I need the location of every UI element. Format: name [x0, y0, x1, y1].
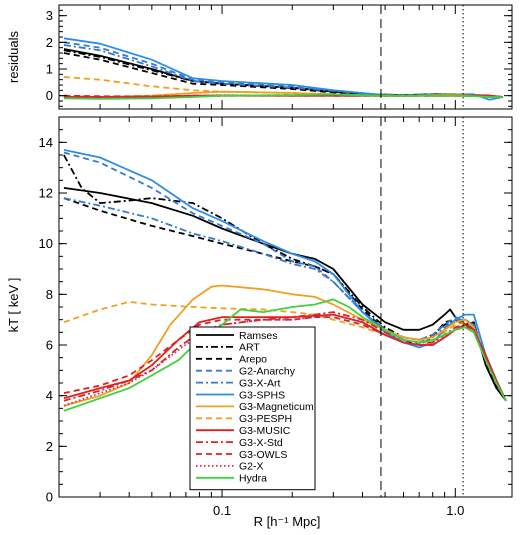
main-series-layer: [63, 117, 507, 497]
residuals-series-art: [63, 49, 503, 98]
main-series-hydra: [63, 298, 507, 412]
legend-label: G2-X: [239, 461, 264, 473]
main-xtick-label: 1.0: [446, 503, 464, 518]
residuals-series-layer: [63, 5, 504, 109]
main-ytick-label: 8: [46, 287, 53, 302]
residuals-ytick-label: 2: [46, 35, 53, 50]
legend-box: [189, 326, 316, 491]
main-series-g2-x: [63, 313, 507, 407]
legend-label: G3-PESPH: [239, 413, 292, 425]
residuals-panel: 0 1 2 3 residuals: [6, 4, 513, 110]
main-ytick-label: 2: [46, 439, 53, 454]
main-ytick-label: 12: [39, 186, 53, 201]
residuals-ytick-label: 1: [46, 62, 53, 77]
legend-label: G3-MUSIC: [239, 425, 291, 437]
main-ytick-label: 10: [39, 236, 53, 251]
main-ytick-label: 4: [46, 388, 53, 403]
main-panel: 0 2 4 6 8 10 12 14 0.1 1.0 kT [ keV ] R [h⁻¹ Mpc]…: [6, 116, 513, 529]
main-series-g3-pesph: [63, 301, 507, 402]
main-series-g3-x-std: [63, 311, 507, 402]
main-ylabel: kT [ keV ]: [6, 278, 21, 333]
legend-label: G3-SPHS: [239, 389, 285, 401]
legend-label: G3-X-Std: [239, 437, 283, 449]
legend-label: ART: [239, 342, 260, 354]
legend-label: Ramses: [239, 330, 278, 342]
main-xlabel: R [h⁻¹ Mpc]: [254, 514, 321, 529]
residuals-ytick-label: 0: [46, 88, 53, 103]
main-ytick-label: 6: [46, 338, 53, 353]
legend-label: G3-X-Art: [239, 377, 281, 389]
legend-label: G3-Magneticum: [239, 401, 314, 413]
main-xtick-label: 0.1: [213, 503, 231, 518]
legend-label: G3-OWLS: [239, 449, 287, 461]
main-series-g3-x-art: [63, 197, 507, 402]
main-ytick-label: 0: [46, 490, 53, 505]
legend-label: Hydra: [239, 473, 267, 485]
legend-label: G2-Anarchy: [239, 366, 296, 378]
legend: RamsesARTArepoG2-AnarchyG3-X-ArtG3-SPHSG…: [189, 326, 316, 491]
legend-label: Arepo: [239, 354, 267, 366]
residuals-series-g3-sphs: [63, 37, 504, 101]
main-ytick-label: 14: [39, 135, 53, 150]
main-ticks: 0 2 4 6 8 10 12 14 0.1 1.0: [39, 116, 512, 518]
residuals-plot-frame: [58, 4, 513, 110]
main-series-art: [63, 154, 507, 402]
residuals-series-arepo: [63, 52, 503, 98]
residuals-ytick-label: 3: [46, 8, 53, 23]
residuals-ylabel: residuals: [6, 30, 21, 83]
residuals-ticks: 0 1 2 3: [46, 5, 512, 109]
main-series-g3-magneticum: [63, 284, 507, 407]
main-series-arepo: [63, 197, 507, 402]
residuals-series-ramses: [63, 48, 503, 98]
residuals-series-g3-owls: [63, 94, 503, 98]
residuals-series-hydra: [63, 93, 503, 100]
